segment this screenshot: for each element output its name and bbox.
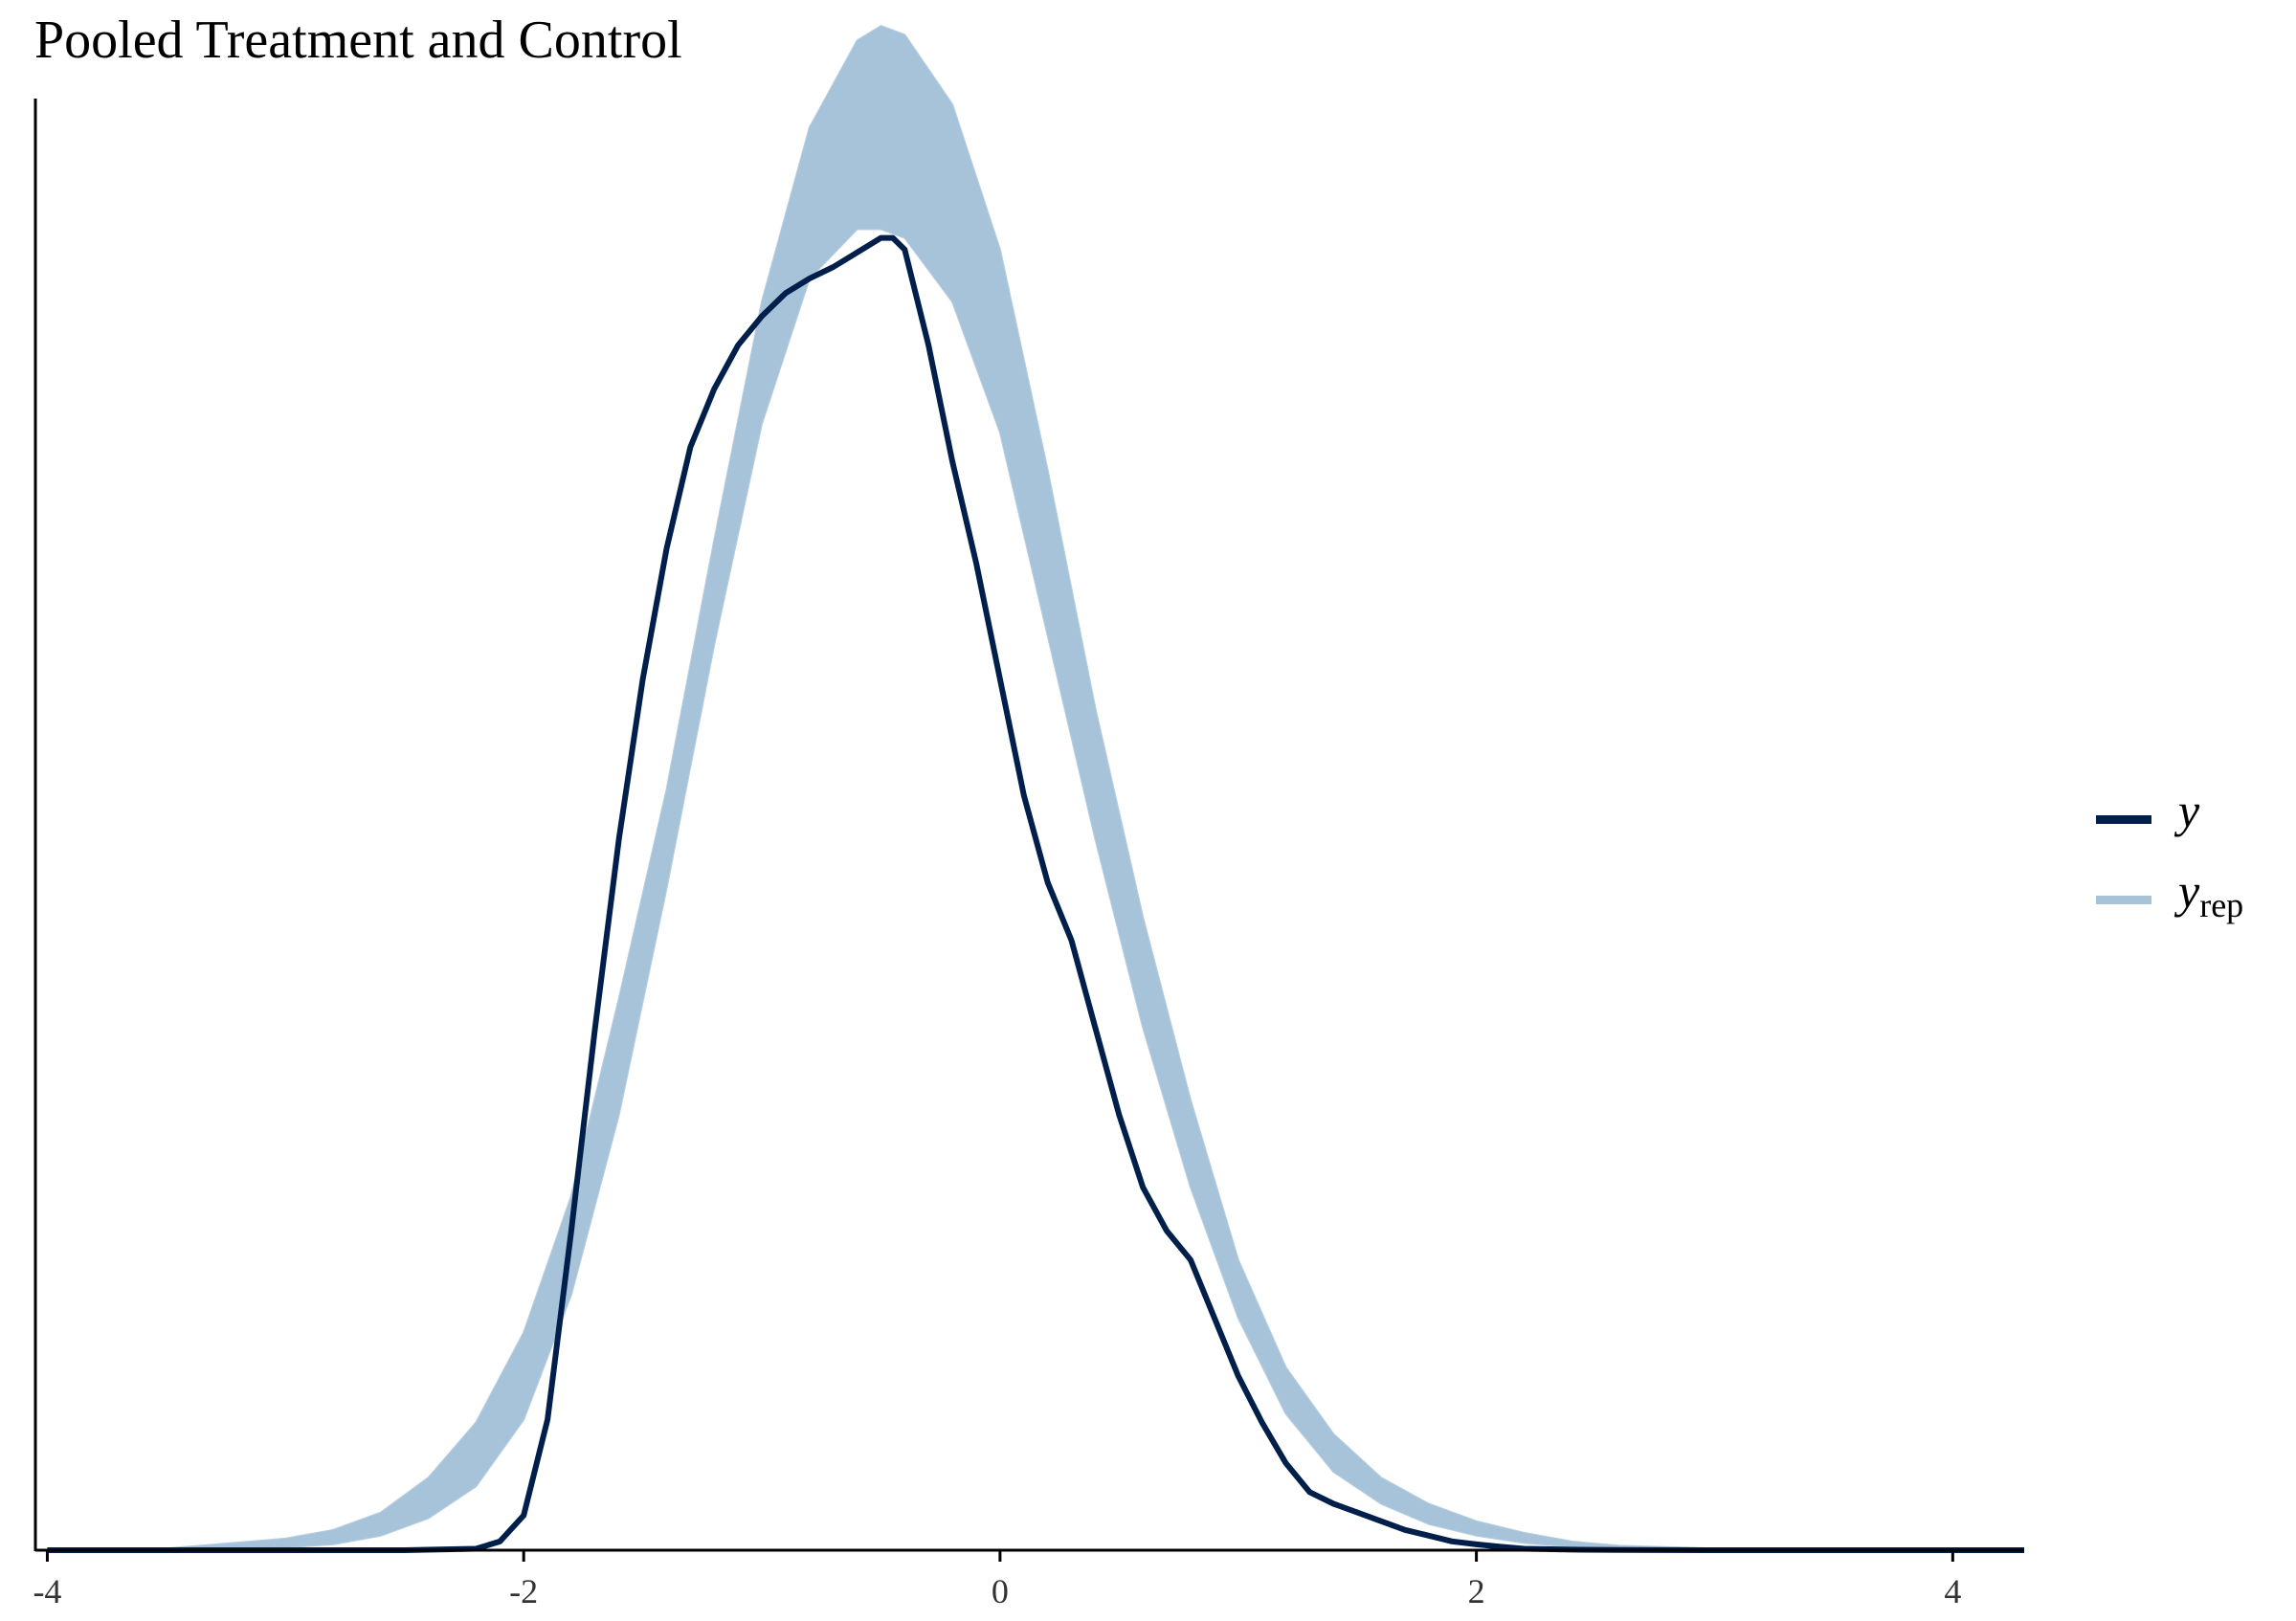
chart-title: Pooled Treatment and Control xyxy=(34,11,682,70)
yrep-band-area xyxy=(47,26,2025,1551)
legend-label-yrep: yrep xyxy=(2178,864,2244,924)
legend: y yrep xyxy=(2096,783,2287,944)
yrep-draw-line-3 xyxy=(47,126,2025,1551)
yrep-draw-line-4 xyxy=(47,76,2025,1551)
yrep-draw-line-5 xyxy=(47,24,2025,1551)
yrep-draw-line-2 xyxy=(47,177,2025,1551)
yrep-density-lines xyxy=(47,24,2025,1551)
yrep-density-band xyxy=(47,26,2025,1551)
legend-item-yrep: yrep xyxy=(2096,863,2287,944)
x-tick-label-4: 4 xyxy=(1944,1572,1961,1610)
y-observed-line xyxy=(47,234,2024,1553)
legend-swatch-yrep xyxy=(2096,896,2151,904)
x-tick-label-3: 2 xyxy=(1468,1572,1485,1610)
x-tick-label-2: 0 xyxy=(992,1572,1009,1610)
x-tick-label-1: -2 xyxy=(509,1572,538,1610)
legend-label-y: y xyxy=(2178,784,2200,837)
x-tick-label-0: -4 xyxy=(33,1572,61,1610)
y-density-line xyxy=(47,234,2024,1553)
legend-swatch-y xyxy=(2096,815,2151,824)
legend-item-y: y xyxy=(2096,783,2287,863)
x-axis-ticks: -4 -2 0 2 4 xyxy=(33,1550,1961,1610)
yrep-draw-line-1 xyxy=(47,228,2024,1551)
